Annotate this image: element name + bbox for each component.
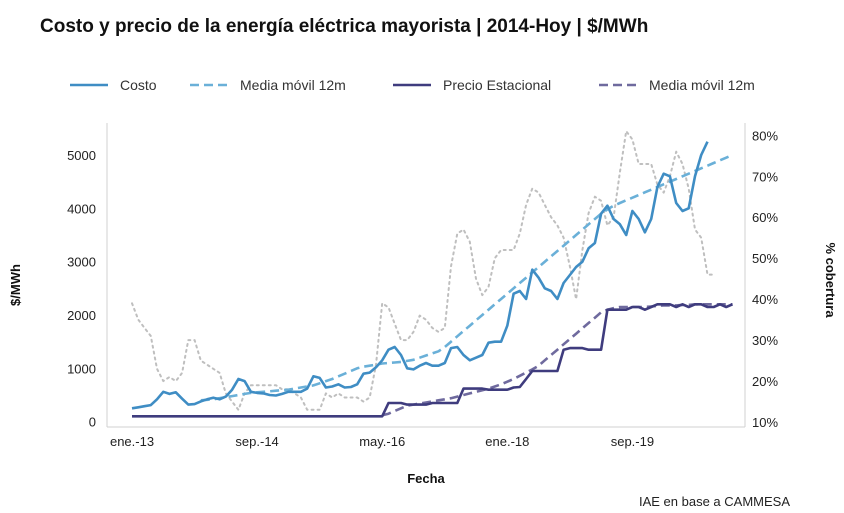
x-tick-label: sep.-14 — [235, 434, 278, 449]
y2-tick-label: 10% — [752, 415, 778, 430]
chart-title: Costo y precio de la energía eléctrica m… — [40, 16, 648, 37]
x-tick-label: ene.-13 — [110, 434, 154, 449]
y2-tick-label: 80% — [752, 128, 778, 143]
y2-tick-label: 60% — [752, 210, 778, 225]
series-line-cobertura — [131, 130, 715, 411]
series-line-precio_ma — [381, 302, 733, 417]
x-tick-labels: ene.-13 sep.-14 may.-16 ene.-18 sep.-19 — [110, 434, 654, 449]
y2-tick-label: 50% — [752, 251, 778, 266]
x-axis-label: Fecha — [407, 471, 445, 486]
legend: Costo Media móvil 12m Precio Estacional Med… — [70, 77, 755, 93]
x-tick-label: sep.-19 — [611, 434, 654, 449]
x-tick-label: ene.-18 — [485, 434, 529, 449]
y2-tick-label: 30% — [752, 333, 778, 348]
y2-tick-label: 40% — [752, 292, 778, 307]
y-tick-label: 2000 — [67, 308, 96, 323]
y2-tick-labels: 10% 20% 30% 40% 50% 60% 70% 80% — [752, 128, 778, 430]
y-tick-label: 4000 — [67, 201, 96, 216]
y2-tick-label: 20% — [752, 374, 778, 389]
y-tick-label: 0 — [89, 415, 96, 430]
y-tick-label: 3000 — [67, 255, 96, 270]
series-group — [131, 130, 734, 418]
legend-label: Media móvil 12m — [240, 77, 346, 93]
series-line-precio — [132, 302, 734, 418]
series-line-costo — [131, 141, 709, 410]
source-note: IAE en base a CAMMESA — [639, 494, 790, 509]
legend-label: Costo — [120, 77, 157, 93]
series-line-costo_ma — [200, 153, 734, 402]
axes — [106, 123, 746, 428]
y2-axis-label: % cobertura — [823, 242, 838, 318]
y-axis-label: $/MWh — [8, 264, 23, 306]
y2-tick-label: 70% — [752, 169, 778, 184]
legend-label: Precio Estacional — [443, 77, 551, 93]
x-tick-label: may.-16 — [359, 434, 405, 449]
legend-label: Media móvil 12m — [649, 77, 755, 93]
y-tick-labels: 0 1000 2000 3000 4000 5000 — [67, 148, 96, 430]
y-tick-label: 1000 — [67, 361, 96, 376]
y-tick-label: 5000 — [67, 148, 96, 163]
